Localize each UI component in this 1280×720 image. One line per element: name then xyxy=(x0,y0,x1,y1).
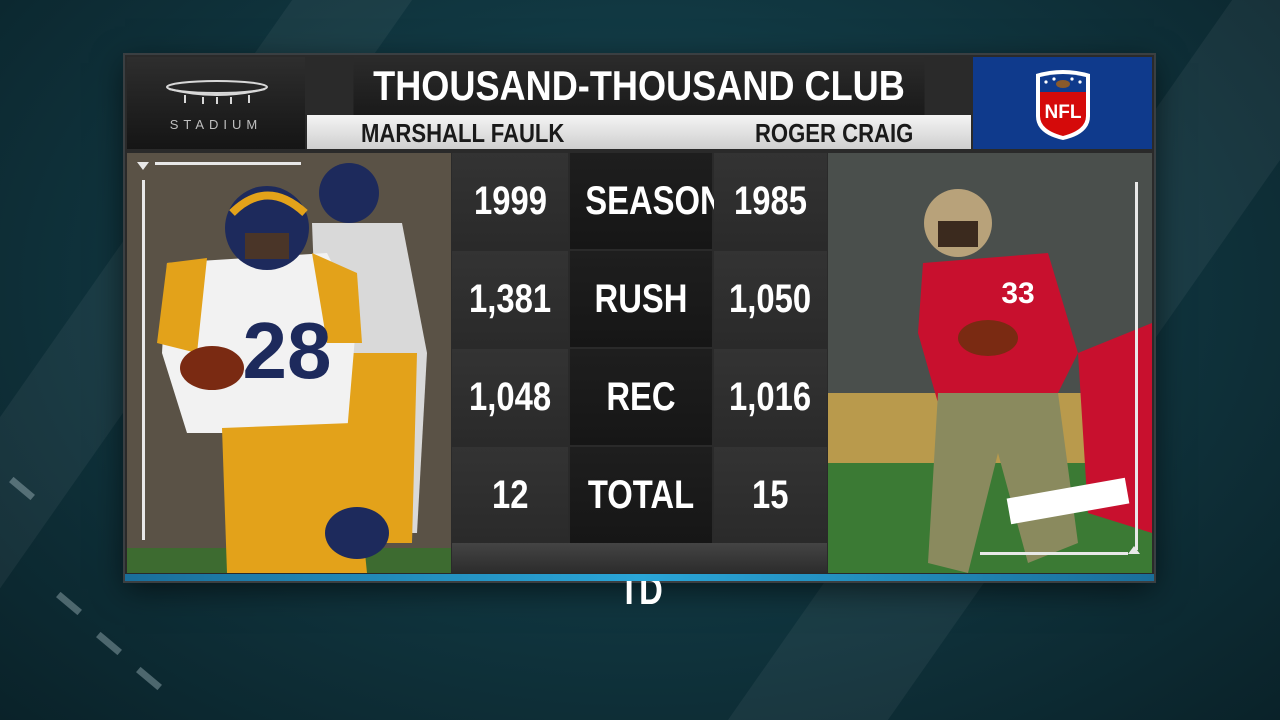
nfl-shield-icon: NFL xyxy=(1036,70,1090,140)
rams-player-illustration: 28 xyxy=(127,153,451,573)
left-photo-bracket-side xyxy=(142,180,145,540)
header: STADIUM THOUSAND-THOUSAND CLUB MARSHALL … xyxy=(125,55,1154,151)
right-photo-bracket-side xyxy=(1135,182,1138,550)
right-player-photo: 33 xyxy=(828,153,1152,573)
background-dash xyxy=(96,631,122,656)
stat-row-season: 1999 SEASON 1985 xyxy=(452,153,827,249)
left-jersey-number: 28 xyxy=(243,306,332,395)
stat-label: TOTAL TD xyxy=(570,447,712,613)
stat-label: RUSH YDS xyxy=(570,251,712,417)
left-photo-bracket-top xyxy=(155,162,301,165)
right-stat-value: 1,016 xyxy=(714,349,827,445)
right-stat-value: 1,050 xyxy=(714,251,827,347)
nfl-logo-text: NFL xyxy=(1045,102,1082,123)
left-stat-value: 12 xyxy=(452,447,568,543)
49ers-player-illustration: 33 xyxy=(828,153,1152,573)
stats-table: 1999 SEASON 1985 1,381 RUSH YDS 1,050 1,… xyxy=(452,153,827,613)
left-stat-value: 1999 xyxy=(452,153,568,249)
player-names-bar: MARSHALL FAULK ROGER CRAIG xyxy=(307,115,971,149)
graphic-title: THOUSAND-THOUSAND CLUB xyxy=(353,57,925,115)
left-player-name: MARSHALL FAULK xyxy=(361,118,565,148)
right-stat-value: 15 xyxy=(714,447,827,543)
background-dash xyxy=(136,666,162,691)
stadium-logo: STADIUM xyxy=(127,57,305,149)
accent-line xyxy=(125,574,1154,581)
stat-label: SEASON xyxy=(570,153,724,249)
stats-footer xyxy=(452,543,827,573)
left-stat-value: 1,381 xyxy=(452,251,568,347)
left-player-photo: 28 xyxy=(127,153,451,573)
left-photo-bracket-tick xyxy=(137,162,149,170)
comparison-panel: STADIUM THOUSAND-THOUSAND CLUB MARSHALL … xyxy=(125,55,1154,613)
right-photo-bracket-tick xyxy=(1128,546,1140,554)
right-stat-value: 1985 xyxy=(714,153,827,249)
nfl-logo: NFL xyxy=(973,57,1152,149)
stadium-logo-text: STADIUM xyxy=(169,117,263,132)
stadium-bowl-icon xyxy=(166,80,268,104)
right-photo-bracket-bottom xyxy=(980,552,1128,555)
stat-label: REC YDS xyxy=(570,349,712,515)
stat-row-total-td: 12 TOTAL TD 15 xyxy=(452,447,827,613)
background-dash xyxy=(56,591,82,616)
right-player-name: ROGER CRAIG xyxy=(754,118,913,148)
right-jersey-number: 33 xyxy=(1001,277,1034,310)
stat-row-rush-yds: 1,381 RUSH YDS 1,050 xyxy=(452,251,827,417)
stat-row-rec-yds: 1,048 REC YDS 1,016 xyxy=(452,349,827,515)
left-stat-value: 1,048 xyxy=(452,349,568,445)
